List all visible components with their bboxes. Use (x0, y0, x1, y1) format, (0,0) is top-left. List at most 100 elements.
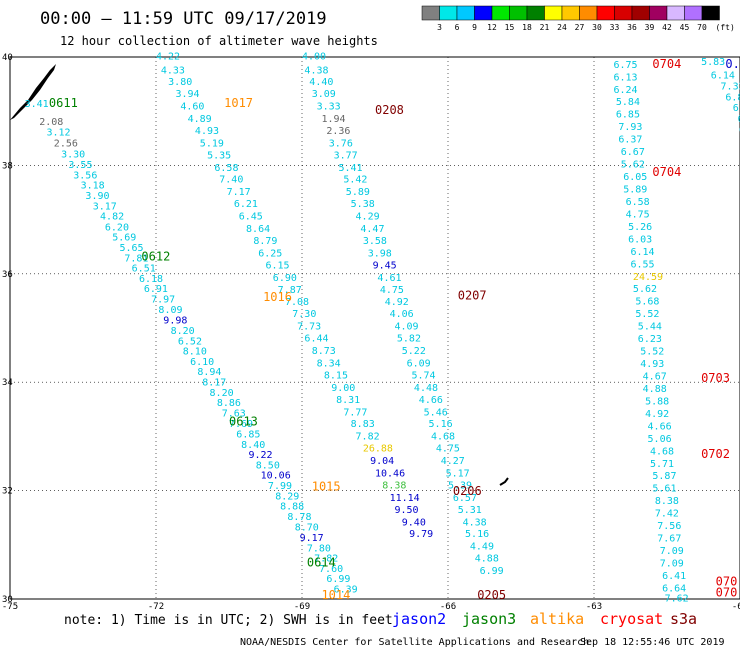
wave-height-value: 4.88 (475, 554, 499, 565)
wave-height-value: 6.03 (628, 234, 652, 245)
wave-height-value: 8.20 (210, 388, 234, 399)
wave-height-value: 6.39 (334, 584, 358, 595)
pass-id-label: 0206 (453, 484, 482, 498)
wave-height-value: 6.41 (662, 571, 686, 582)
colorbar-swatch (561, 5, 580, 21)
colorbar-swatch (491, 5, 510, 21)
wave-height-value: 4.38 (304, 65, 328, 76)
wave-height-value: 4.09 (394, 322, 418, 333)
colorbar-label: 3 (437, 23, 442, 32)
wave-height-value: 6.05 (623, 172, 647, 183)
wave-height-value: 9.98 (163, 316, 187, 327)
chart-subtitle: 12 hour collection of altimeter wave hei… (60, 34, 378, 48)
wave-height-value: 7.77 (343, 407, 367, 418)
y-tick-label: 30 (2, 595, 13, 605)
wave-height-value: 6.88 (725, 92, 740, 103)
wave-height-value: 6.52 (178, 336, 202, 347)
wave-height-value: 5.84 (616, 97, 640, 108)
colorbar-label: 21 (540, 23, 550, 32)
wave-height-value: 4.22 (156, 52, 180, 63)
wave-height-value: 7.09 (660, 558, 684, 569)
wave-height-value: 5.19 (200, 138, 224, 149)
chart-title: 00:00 – 11:59 UTC 09/17/2019 (40, 9, 327, 29)
wave-height-value: 4.66 (419, 395, 443, 406)
wave-height-value: 6.14 (711, 71, 735, 82)
wave-height-value: 4.29 (356, 212, 380, 223)
wave-height-value: 6.91 (144, 284, 168, 295)
wave-height-value: 4.93 (195, 126, 219, 137)
wave-height-value: 7.17 (227, 187, 251, 198)
wave-height-value: 5.41 (339, 163, 363, 174)
wave-height-value: 8.38 (655, 496, 679, 507)
wave-height-value: 6.99 (326, 574, 350, 585)
wave-height-value: 4.67 (643, 371, 667, 382)
colorbar-label: 12 (487, 23, 497, 32)
wave-height-value: 6.25 (258, 248, 282, 259)
wave-height-value: 7.80 (307, 543, 331, 554)
x-tick-label: -69 (294, 602, 310, 612)
wave-height-value: 10.06 (261, 471, 291, 482)
wave-height-value: 8.40 (241, 440, 265, 451)
pass-id-label: 1016 (263, 290, 292, 304)
y-tick-label: 38 (2, 161, 13, 171)
wave-height-value: 5.44 (638, 322, 662, 333)
wave-height-value: 3.12 (47, 128, 71, 139)
wave-height-value: 3.55 (68, 160, 92, 171)
wave-height-value: 7.99 (268, 481, 292, 492)
pass-id-label: 0208 (375, 103, 404, 117)
wave-height-value: 4.68 (431, 432, 455, 443)
wave-height-value: 5.26 (628, 222, 652, 233)
wave-height-value: 7.42 (655, 509, 679, 520)
satellite-legend-entry: altika (530, 610, 584, 628)
wave-height-value: 5.38 (351, 199, 375, 210)
wave-height-value: 3.80 (168, 77, 192, 88)
plot-frame (9, 56, 740, 600)
wave-height-value: 8.64 (246, 224, 270, 235)
colorbar-swatch (666, 5, 685, 21)
pass-labels: 0611 101702080704061207040207101606130703… (49, 57, 740, 602)
pass-id-label: 1017 (224, 96, 253, 110)
wave-height-value: 6.45 (239, 212, 263, 223)
wave-height-value: 3.77 (334, 150, 358, 161)
wave-height-value: 7.09 (660, 546, 684, 557)
wave-height-value: 9.45 (373, 260, 397, 271)
wave-height-value: 5.88 (645, 396, 669, 407)
colorbar-label: 36 (627, 23, 637, 32)
y-tick-label: 40 (2, 53, 13, 63)
wave-height-value: 3.58 (363, 236, 387, 247)
wave-height-value: 5.16 (429, 419, 453, 430)
wave-height-value: 7.62 (665, 594, 689, 605)
footer-timestamp: Sep 18 12:55:46 UTC 2019 (580, 637, 725, 648)
colorbar-swatch (614, 5, 633, 21)
wave-height-value: 9.40 (402, 517, 426, 528)
wave-height-value: 4.82 (100, 212, 124, 223)
wave-height-value: 9.00 (331, 383, 355, 394)
wave-height-value: 8.83 (351, 419, 375, 430)
wave-height-value: 8.20 (171, 326, 195, 337)
x-tick-label: -63 (586, 602, 602, 612)
colorbar-label: 6 (455, 23, 460, 32)
wave-height-value: 8.17 (202, 377, 226, 388)
pass-id-label: 070 (716, 585, 738, 599)
wave-height-value: 5.62 (621, 160, 645, 171)
wave-height-value: 8.73 (312, 346, 336, 357)
colorbar-label: 33 (610, 23, 620, 32)
wave-height-value: 7.81 (124, 253, 148, 264)
wave-height-value: 4.00 (302, 52, 326, 63)
colorbar-label: 30 (592, 23, 602, 32)
wave-height-value: 5.87 (652, 471, 676, 482)
wave-height-value: 4.68 (650, 446, 674, 457)
wave-height-value: 4.38 (463, 517, 487, 528)
wave-height-value: 6.20 (105, 222, 129, 233)
wave-height-value: 7.87 (278, 285, 302, 296)
wave-height-value: 9.22 (248, 450, 272, 461)
wave-height-value: 4.60 (180, 102, 204, 113)
pass-id-label: 0207 (458, 288, 487, 302)
wave-height-value: 3.33 (317, 102, 341, 113)
wave-height-value: 7.73 (297, 322, 321, 333)
wave-height-value: 5.46 (424, 407, 448, 418)
wave-height-value: 10.46 (375, 469, 405, 480)
wave-height-value: 5.62 (633, 284, 657, 295)
y-tick-label: 32 (2, 487, 13, 497)
x-tick-label: -60 (732, 602, 740, 612)
